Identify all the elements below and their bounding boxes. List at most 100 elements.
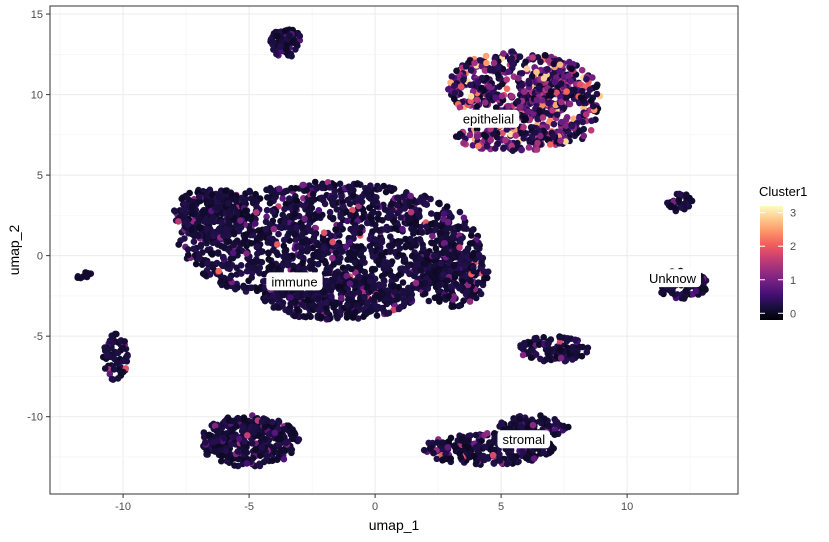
data-point	[373, 291, 380, 299]
data-point	[507, 130, 514, 138]
data-point	[354, 315, 362, 322]
data-point	[243, 250, 250, 257]
data-point	[329, 254, 336, 262]
data-point	[525, 144, 533, 151]
data-point	[537, 419, 545, 427]
data-point	[460, 139, 467, 147]
data-point	[571, 86, 578, 93]
data-point	[445, 293, 452, 300]
data-point	[346, 183, 353, 191]
data-point	[385, 214, 393, 221]
data-point	[445, 438, 453, 446]
data-point	[226, 274, 234, 282]
data-point	[566, 100, 574, 108]
data-point	[270, 225, 278, 233]
data-point	[361, 276, 369, 283]
data-point	[439, 439, 447, 446]
data-point	[238, 270, 245, 277]
data-point	[531, 455, 538, 462]
data-point	[526, 139, 534, 146]
data-point	[260, 458, 268, 466]
data-point	[346, 200, 354, 208]
data-point	[280, 242, 288, 250]
data-point	[450, 303, 457, 310]
data-point	[500, 50, 507, 57]
data-point	[456, 450, 463, 457]
data-point	[377, 304, 384, 312]
data-point	[269, 208, 277, 215]
data-point	[356, 229, 364, 237]
data-point	[402, 243, 409, 251]
data-point	[111, 330, 119, 338]
data-point	[593, 83, 600, 91]
data-point	[427, 220, 435, 228]
data-point	[578, 352, 586, 360]
data-point	[514, 98, 522, 105]
data-point	[473, 96, 481, 103]
data-point	[385, 184, 393, 191]
data-point	[270, 246, 277, 254]
data-point	[444, 444, 452, 451]
data-point	[224, 200, 232, 207]
data-point	[217, 277, 225, 285]
data-point	[671, 205, 679, 212]
data-point	[371, 236, 379, 243]
data-point	[235, 455, 242, 463]
data-point	[349, 206, 356, 214]
data-point	[305, 211, 312, 218]
data-point	[380, 276, 388, 284]
data-point	[261, 423, 269, 431]
data-point	[253, 287, 261, 295]
data-point	[240, 284, 248, 292]
data-point	[568, 65, 575, 73]
data-point	[436, 199, 443, 207]
cluster-label: stromal	[497, 430, 551, 449]
data-point	[310, 236, 317, 244]
data-point	[228, 191, 235, 198]
data-point	[416, 198, 424, 205]
data-point	[378, 292, 385, 299]
data-point	[587, 97, 595, 104]
data-point	[277, 43, 284, 50]
data-point	[121, 338, 128, 345]
data-point	[515, 458, 522, 465]
data-point	[395, 272, 403, 279]
data-point	[451, 82, 458, 89]
data-point	[427, 195, 434, 203]
data-point	[480, 131, 488, 138]
legend-title: Cluster1	[759, 184, 807, 199]
data-point	[229, 249, 237, 257]
data-point	[470, 267, 477, 275]
data-point	[293, 291, 301, 299]
data-point	[218, 242, 225, 250]
data-point	[101, 365, 109, 372]
data-point	[306, 257, 314, 265]
data-point	[370, 296, 378, 304]
data-point	[262, 225, 270, 233]
data-point	[582, 111, 590, 118]
data-point	[243, 231, 250, 238]
data-point	[312, 224, 320, 232]
data-point	[518, 70, 526, 77]
data-point	[304, 297, 311, 305]
data-point	[440, 210, 448, 217]
data-point	[281, 205, 288, 213]
data-point	[463, 287, 471, 295]
data-point	[508, 59, 516, 67]
data-point	[190, 245, 197, 253]
plot-panel-border	[49, 5, 739, 495]
data-point	[246, 188, 254, 196]
data-point	[589, 74, 596, 81]
data-point	[333, 206, 341, 213]
data-point	[439, 249, 446, 257]
data-point	[264, 239, 272, 246]
data-point	[294, 306, 301, 314]
data-point	[387, 295, 394, 303]
data-point	[534, 54, 542, 61]
data-point	[503, 76, 511, 83]
data-point	[106, 370, 114, 378]
data-point	[478, 84, 485, 92]
data-point	[350, 192, 357, 199]
data-point	[493, 134, 501, 141]
data-point	[399, 279, 407, 286]
